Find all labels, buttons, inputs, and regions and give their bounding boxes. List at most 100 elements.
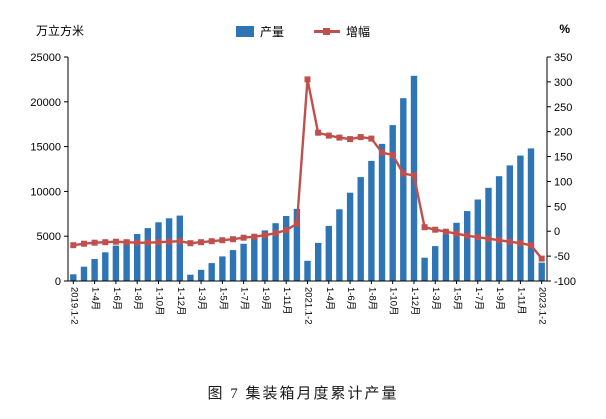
bar <box>432 246 439 281</box>
growth-marker <box>517 240 524 247</box>
bars-production <box>70 75 545 281</box>
x-axis-tick-label: 1-6月 <box>345 287 356 310</box>
line-swatch-part <box>323 28 330 35</box>
legend-label-growth: 增幅 <box>346 25 371 39</box>
bar <box>368 160 375 281</box>
growth-marker <box>219 237 226 244</box>
growth-marker <box>144 239 151 246</box>
bar <box>283 216 290 281</box>
line-swatch-icon <box>314 26 340 37</box>
x-axis-tick-label: 1-4月 <box>90 287 101 310</box>
bar <box>155 222 162 281</box>
x-axis-tick-label: 1-12月 <box>409 287 420 316</box>
x-axis-tick-label: 2023.1-2 <box>537 287 548 325</box>
bar <box>134 234 141 281</box>
bar <box>421 257 428 281</box>
bar <box>229 250 237 281</box>
growth-marker <box>336 134 343 141</box>
bar <box>474 199 481 281</box>
right-axis-tick-label: 200 <box>554 127 572 139</box>
x-axis-tick-label: 1-5月 <box>217 287 228 310</box>
bar <box>251 237 258 281</box>
x-axis-tick-label: 1-4月 <box>324 287 335 310</box>
growth-marker <box>102 239 109 246</box>
bar <box>442 234 450 281</box>
left-axis-tick-label: 15000 <box>30 142 61 154</box>
growth-marker <box>293 220 300 227</box>
bar <box>389 125 396 281</box>
growth-marker <box>123 239 130 246</box>
bar <box>517 155 524 281</box>
right-axis-tick-label: 0 <box>554 226 560 238</box>
growth-marker <box>198 239 205 246</box>
figure-caption: 图 7 集装箱月度累计产量 <box>207 386 399 402</box>
bar <box>378 143 386 281</box>
bar <box>272 223 279 281</box>
growth-marker <box>410 172 417 179</box>
bar <box>485 187 492 281</box>
right-axis-tick-label: 50 <box>554 201 566 213</box>
right-axis-tick-label: 100 <box>554 176 572 188</box>
growth-marker <box>496 237 503 244</box>
bar <box>506 165 513 281</box>
x-axis-tick-label: 2019.1-2 <box>68 287 79 325</box>
growth-marker <box>91 239 98 246</box>
growth-marker <box>538 255 545 262</box>
bar <box>261 230 269 281</box>
right-axis-unit: % <box>559 22 570 36</box>
growth-marker <box>261 232 268 239</box>
bar <box>527 148 535 281</box>
growth-marker <box>315 129 322 136</box>
bar <box>538 262 545 281</box>
bar <box>176 215 183 281</box>
bar <box>187 274 194 281</box>
growth-marker <box>485 235 492 242</box>
legend-item-growth: 增幅 <box>314 23 370 40</box>
growth-marker <box>325 132 332 139</box>
legend-item-production: 产量 <box>235 23 284 40</box>
left-axis-tick-label: 0 <box>55 276 61 288</box>
right-axis-tick-label: -100 <box>554 276 576 288</box>
x-axis-tick-label: 1-9月 <box>260 287 271 310</box>
growth-marker <box>304 76 311 83</box>
growth-marker <box>357 134 364 141</box>
growth-marker <box>528 242 534 249</box>
plot-area: 0 5000 10000 15000 20000 25000 -100 -50 0 50 100 15… <box>30 52 576 325</box>
x-axis-tick-label: 1-3月 <box>196 287 207 310</box>
axes: 0 5000 10000 15000 20000 25000 -100 -50 0 50 100 15… <box>30 52 576 325</box>
growth-marker <box>347 136 354 143</box>
x-axis-tick-label: 1-8月 <box>132 287 143 310</box>
x-axis-tick-label: 1-9月 <box>494 287 505 310</box>
bar <box>112 245 120 281</box>
x-axis-tick-label: 2021.1-2 <box>303 287 314 325</box>
bar <box>91 259 98 281</box>
growth-marker <box>453 230 460 237</box>
bar <box>102 252 109 281</box>
x-axis-tick-label: 1-8月 <box>366 287 377 310</box>
bar <box>197 269 205 281</box>
x-axis-tick-label: 1-7月 <box>473 287 484 310</box>
bar <box>70 274 77 281</box>
growth-marker <box>240 234 247 241</box>
bar <box>336 209 343 281</box>
growth-marker <box>176 238 183 245</box>
growth-marker <box>208 238 215 245</box>
growth-marker <box>474 234 481 241</box>
bar-swatch-icon <box>235 26 254 37</box>
bar <box>293 208 301 281</box>
bar <box>165 218 173 281</box>
growth-marker <box>464 232 471 239</box>
growth-marker <box>230 236 236 243</box>
bar <box>325 225 332 281</box>
bar <box>208 263 215 281</box>
growth-markers <box>70 76 545 262</box>
growth-marker <box>70 242 77 249</box>
growth-marker <box>166 238 173 245</box>
growth-marker <box>272 230 279 237</box>
growth-marker <box>506 238 513 245</box>
growth-marker <box>81 240 87 247</box>
growth-marker <box>421 224 428 231</box>
growth-marker <box>134 239 141 246</box>
bar <box>453 222 460 281</box>
right-axis-tick-label: 150 <box>554 152 572 164</box>
